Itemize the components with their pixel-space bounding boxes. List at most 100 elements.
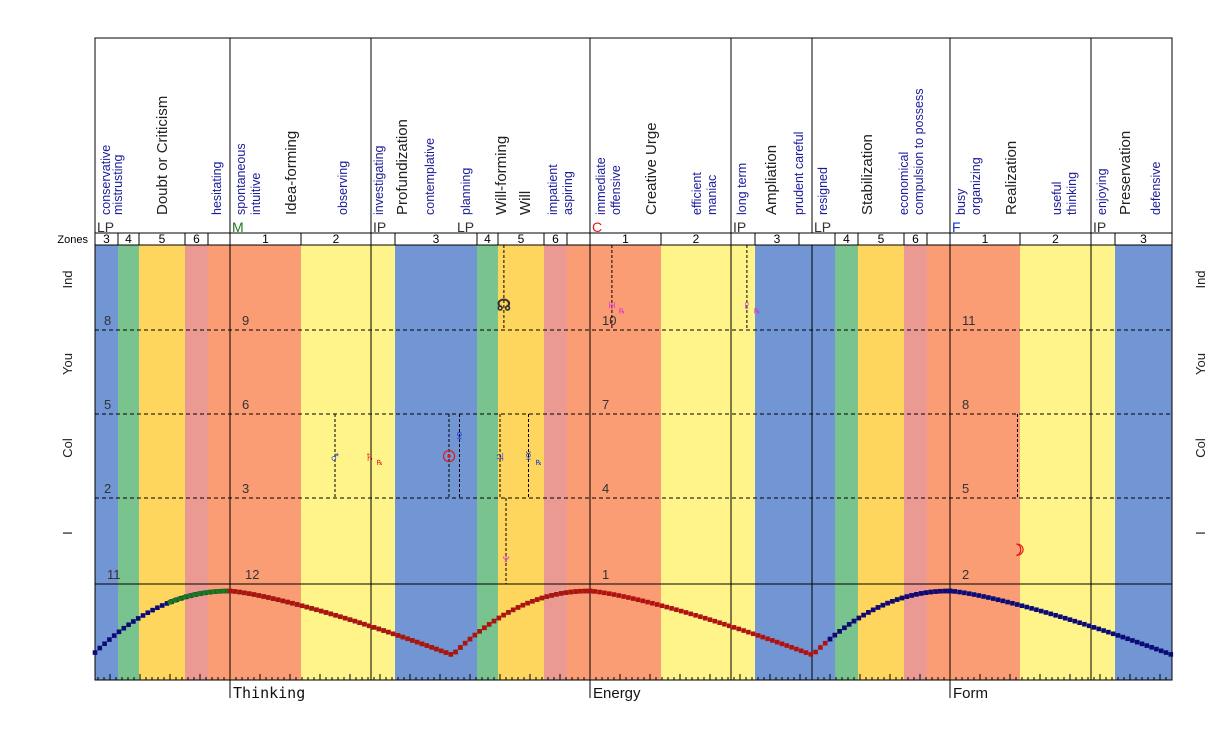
planet-neptune-icon[interactable]: ♆: [500, 551, 512, 568]
planet-venus-icon[interactable]: ♀: [454, 428, 466, 445]
curve-point: [909, 593, 914, 598]
zone-band-3: [395, 245, 478, 680]
curve-point: [1168, 652, 1174, 657]
planet-pluto-icon[interactable]: ♇: [741, 298, 753, 315]
curve-point: [405, 636, 410, 642]
curve-point: [318, 608, 324, 614]
header-label: busy: [954, 188, 968, 215]
zone-number: 5: [159, 232, 166, 246]
curve-point: [654, 602, 660, 607]
curve-point: [938, 588, 943, 594]
curve-point: [102, 641, 107, 647]
zone-number: 4: [843, 232, 850, 246]
curve-point: [275, 597, 281, 603]
planet-saturn-icon[interactable]: ♄: [364, 449, 376, 466]
zone-number: 1: [622, 232, 629, 246]
planet-mercury-icon[interactable]: ☿: [523, 449, 535, 466]
zone-number: 3: [103, 232, 110, 246]
curve-point: [770, 638, 775, 643]
header-label: economical: [897, 152, 911, 215]
zone-band-x: [926, 245, 951, 680]
zone-number: 6: [912, 232, 919, 246]
planet-moon-icon[interactable]: ☽: [1010, 543, 1024, 560]
curve-point: [875, 605, 881, 610]
header-label: mistrusting: [111, 155, 125, 215]
curve-point: [611, 592, 617, 597]
planet-mars-icon[interactable]: ♂: [329, 449, 341, 466]
planet-jupiter-icon[interactable]: ♃: [494, 449, 506, 466]
curve-point: [201, 590, 206, 596]
house-number: 5: [962, 481, 969, 496]
curve-point: [784, 643, 790, 648]
curve-point: [659, 603, 665, 609]
header-label: observing: [336, 161, 350, 215]
header-label: Will-forming: [493, 136, 510, 215]
curve-point: [568, 589, 574, 595]
curve-point: [774, 639, 780, 645]
planet-node-icon[interactable]: ☊: [497, 298, 511, 315]
curve-point: [1091, 625, 1097, 630]
curve-point: [870, 607, 876, 613]
header-marker-c: C: [592, 219, 602, 235]
curve-point: [256, 593, 262, 598]
curve-point: [155, 605, 160, 611]
header-label: aspiring: [561, 171, 575, 215]
curve-point: [116, 629, 122, 635]
curve-point: [525, 600, 530, 606]
curve-point: [587, 588, 593, 594]
curve-point: [1149, 645, 1154, 650]
curve-point: [206, 590, 211, 595]
curve-point: [357, 620, 362, 626]
curve-point: [486, 622, 492, 627]
curve-point: [225, 588, 230, 594]
curve-point: [803, 650, 809, 655]
house-number: 8: [962, 397, 969, 412]
curve-point: [309, 606, 314, 611]
curve-point: [145, 610, 151, 616]
curve-point: [827, 636, 833, 642]
curve-point: [626, 595, 631, 600]
curve-point: [1019, 603, 1025, 609]
curve-point: [462, 640, 468, 646]
curve-point: [366, 623, 372, 629]
curve-point: [1082, 621, 1087, 627]
curve-point: [285, 599, 290, 605]
row-label-right: You: [1193, 353, 1208, 375]
curve-point: [510, 607, 516, 613]
curve-point: [678, 608, 684, 614]
header-marker-ip: IP: [733, 219, 746, 235]
curve-point: [496, 615, 502, 621]
curve-point: [966, 591, 972, 596]
planet-uranus-icon[interactable]: ♅: [606, 298, 618, 315]
curve-point: [779, 641, 785, 647]
planet-sun-icon[interactable]: ☉: [442, 449, 456, 466]
curve-point: [597, 589, 602, 595]
curve-point: [578, 588, 583, 594]
header-label: Profundization: [394, 119, 411, 215]
curve-point: [789, 645, 794, 650]
header-label: immediate: [594, 157, 608, 215]
header-label: resigned: [816, 167, 830, 215]
curve-point: [1005, 599, 1010, 605]
curve-point: [1058, 614, 1063, 620]
curve-point: [558, 591, 564, 596]
curve-point: [746, 629, 751, 635]
curve-point: [794, 646, 799, 652]
header-label: compulsion to possess: [912, 89, 926, 215]
axis-label-energy: Energy: [593, 685, 641, 702]
curve-point: [832, 632, 838, 638]
curve-point: [861, 612, 866, 618]
curve-point: [606, 591, 612, 596]
curve-point: [92, 650, 98, 655]
curve-point: [232, 589, 238, 594]
curve-point: [323, 610, 329, 615]
zone-number: 6: [552, 232, 559, 246]
curve-point: [390, 631, 396, 637]
curve-point: [640, 598, 646, 604]
house-number: 5: [104, 397, 111, 412]
curve-point: [698, 614, 703, 620]
zone-number: 6: [193, 232, 200, 246]
curve-point: [126, 622, 131, 628]
header-label: Stabilization: [859, 134, 876, 215]
zone-number: 5: [518, 232, 525, 246]
